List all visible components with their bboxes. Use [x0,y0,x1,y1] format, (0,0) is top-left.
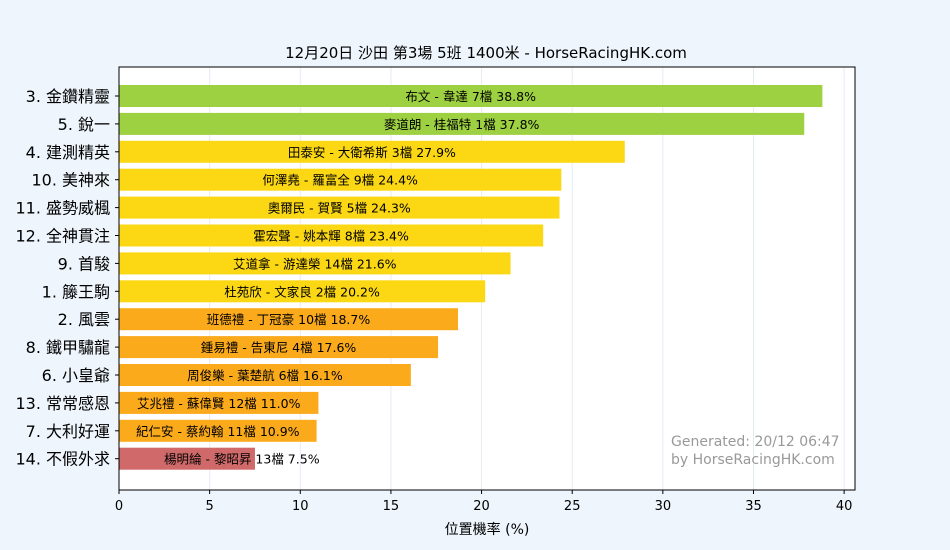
plot-area [119,67,855,490]
bar-label: 杜苑欣 - 文家良 2檔 20.2% [224,284,380,299]
chart-title: 12月20日 沙田 第3場 5班 1400米 - HorseRacingHK.c… [285,44,687,62]
bar-label: 霍宏聲 - 姚本輝 8檔 23.4% [253,229,409,244]
y-category-label: 6. 小皇爺 [42,366,110,385]
bar-label: 何澤堯 - 羅富全 9檔 24.4% [262,173,418,188]
bar-label: 周俊樂 - 葉楚航 6檔 16.1% [187,368,343,383]
y-category-label: 10. 美神來 [31,171,110,190]
bar-label: 艾道拿 - 游達榮 14檔 21.6% [233,256,397,271]
y-category-label: 1. 籐王駒 [42,282,110,301]
y-category-label: 4. 建測精英 [26,143,110,162]
bar [119,447,255,470]
y-category-label: 5. 銳一 [58,115,110,134]
plot-frame [118,66,856,491]
bar [119,252,511,275]
x-tick-label: 40 [836,499,853,514]
bar-label: 麥道朗 - 桂福特 1檔 37.8% [384,117,540,132]
x-tick-label: 35 [745,499,762,514]
bar-label: 班德禮 - 丁冠豪 10檔 18.7% [207,312,371,327]
bar [119,140,625,163]
bar-label: 紀仁安 - 蔡約翰 11檔 10.9% [136,424,300,439]
bar [119,280,486,303]
bar [119,224,544,247]
y-category-label: 7. 大利好運 [26,422,110,441]
bar-label: 鍾易禮 - 告東尼 4檔 17.6% [201,340,357,355]
source-annotation: by HorseRacingHK.com [671,452,835,468]
x-tick-label: 30 [655,499,672,514]
bar-label: 楊明綸 - 黎昭昇 13檔 7.5% [164,452,320,467]
y-category-label: 12. 全神貫注 [15,227,110,246]
bar [119,419,317,442]
bar [119,308,458,331]
x-tick-label: 15 [383,499,400,514]
x-tick-label: 20 [473,499,490,514]
generated-annotation: Generated: 20/12 06:47 [671,434,840,450]
bar-label: 艾兆禮 - 蘇偉賢 12檔 11.0% [137,396,301,411]
bar [119,364,411,386]
bar [119,196,560,219]
y-category-label: 8. 鐵甲驌龍 [26,338,110,357]
bar [119,85,823,107]
bar [119,391,319,414]
y-category-label: 14. 不假外求 [15,450,110,469]
x-axis-label: 位置機率 (%) [445,521,530,538]
y-category-label: 2. 風雲 [58,310,110,329]
y-category-label: 3. 金鑽精靈 [26,87,110,106]
bar-label: 田泰安 - 大衛希斯 3檔 27.9% [288,145,456,160]
y-category-label: 9. 首駿 [58,254,110,273]
x-tick-label: 5 [205,499,213,514]
bar-label: 布文 - 韋達 7檔 38.8% [405,89,536,104]
bar [119,112,805,135]
x-tick-label: 10 [292,499,309,514]
x-tick-label: 25 [564,499,581,514]
y-category-label: 11. 盛勢威楓 [15,199,110,218]
bar [119,168,562,191]
y-category-label: 13. 常常感恩 [15,394,110,413]
bar-label: 奧爾民 - 賀賢 5檔 24.3% [268,201,411,216]
bar [119,336,439,359]
x-tick-label: 0 [115,499,123,514]
